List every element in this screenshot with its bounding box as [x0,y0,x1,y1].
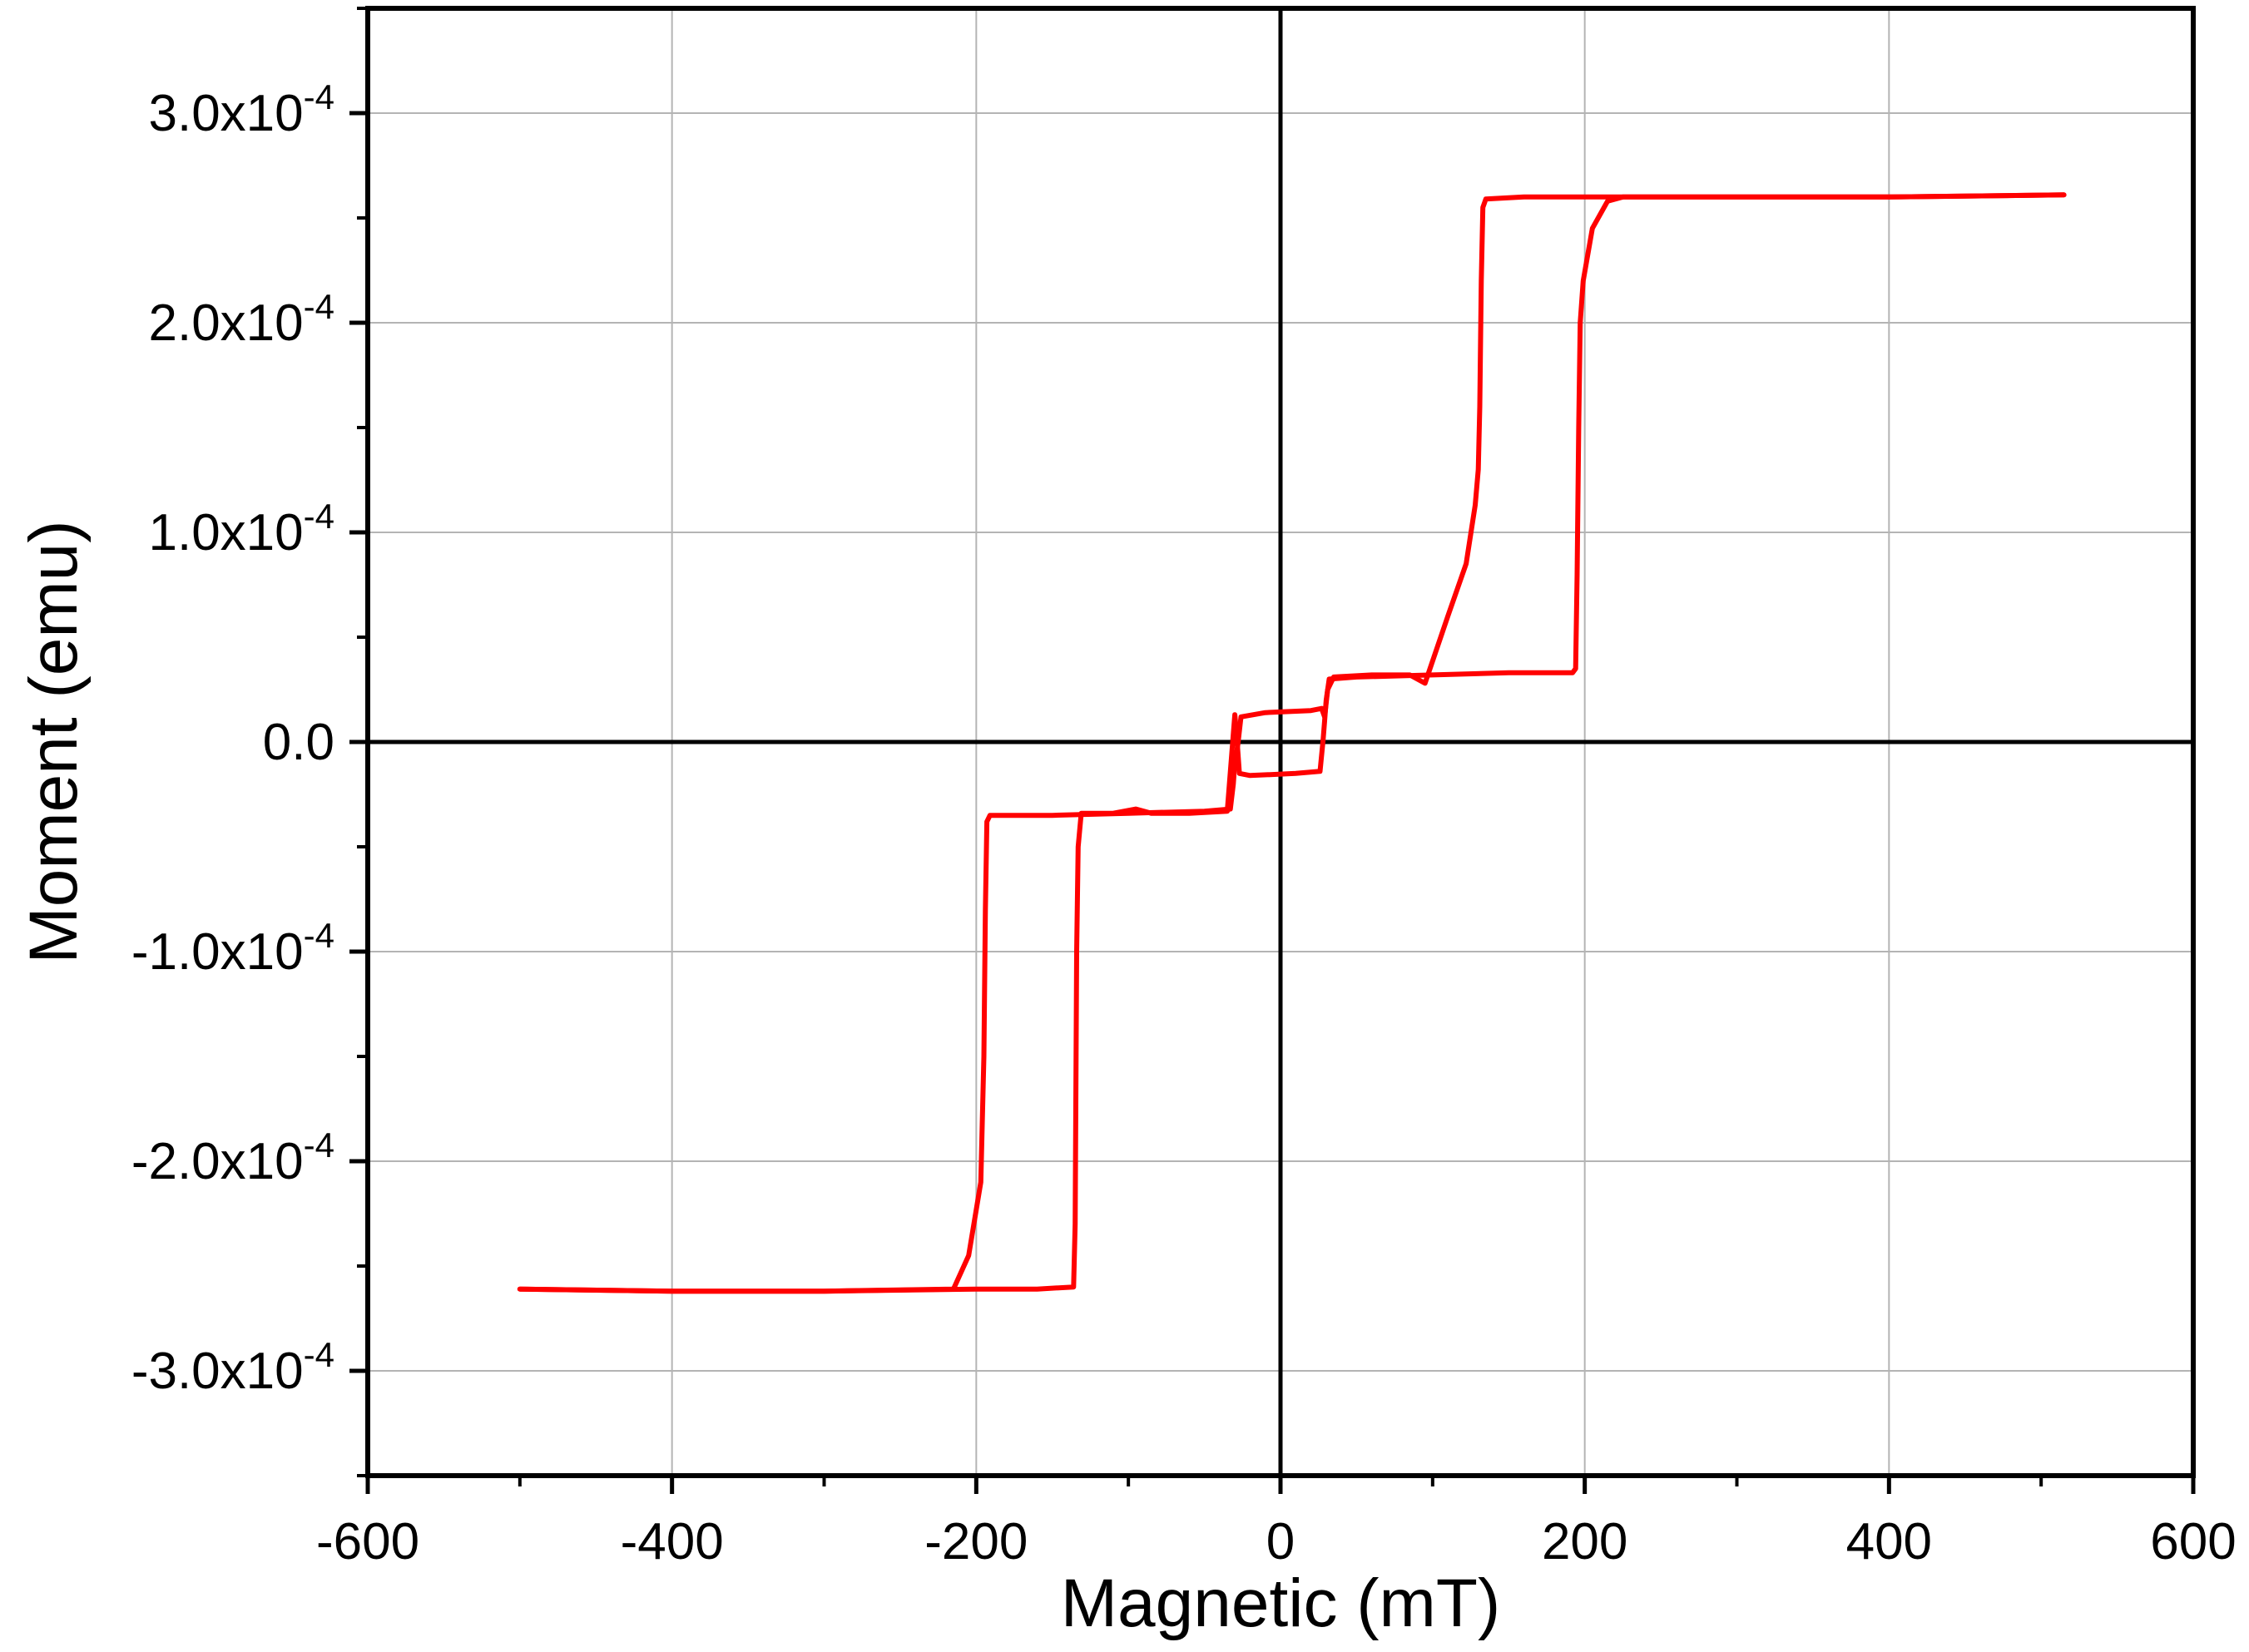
y-tick-label: -1.0x10-4 [131,916,334,981]
y-tick-label: 2.0x10-4 [148,287,334,352]
zero-axis-lines [368,8,2193,1476]
x-tick-label: 600 [2150,1513,2236,1570]
x-tick-label: -600 [316,1513,419,1570]
x-tick-label: 400 [1846,1513,1932,1570]
x-tick-label: 0 [1266,1513,1295,1570]
y-tick-label: 1.0x10-4 [148,497,334,561]
x-tick-label: -200 [924,1513,1028,1570]
y-tick-labels: 3.0x10-4 2.0x10-4 1.0x10-4 0.0 -1.0x10-4 -2.0… [131,77,334,1400]
series-line-ascending [517,192,2067,1294]
y-tick-label: -2.0x10-4 [131,1125,334,1190]
series-layer [517,192,2067,1294]
x-tick-labels: -600 -400 -200 0 200 400 600 [316,1513,2237,1570]
y-axis-title: Moment (emu) [16,520,92,963]
series-line-descending [517,192,2067,1294]
y-tick-label: -3.0x10-4 [131,1335,334,1400]
y-tick-label: 3.0x10-4 [148,77,334,142]
x-axis-title: Magnetic (mT) [1061,1565,1501,1641]
x-tick-label: -400 [621,1513,724,1570]
x-tick-label: 200 [1542,1513,1627,1570]
y-tick-label: 0.0 [263,714,334,771]
tick-marks [349,7,2196,1494]
